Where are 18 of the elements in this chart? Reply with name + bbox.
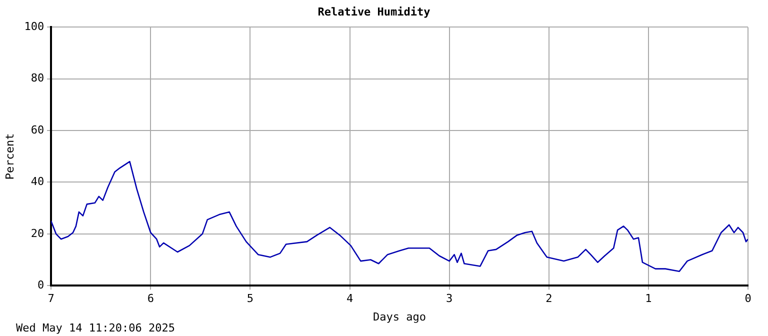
- y-axis-title: Percent: [3, 133, 16, 180]
- x-tick-label: 6: [147, 292, 154, 306]
- y-tick-label: 0: [37, 278, 44, 292]
- chart-title: Relative Humidity: [318, 5, 431, 18]
- x-tick-label: 3: [446, 292, 453, 306]
- y-tick-label: 60: [30, 123, 44, 136]
- x-tick-label: 0: [744, 292, 752, 306]
- x-tick-label: 5: [246, 292, 254, 306]
- text: Wed May 14 11:20:06 2025: [16, 321, 175, 334]
- x-tick-label: 7: [48, 292, 54, 306]
- x-tick-label: 4: [346, 292, 354, 306]
- y-tick-label: 20: [30, 226, 44, 240]
- x-axis-title: Days ago: [373, 310, 426, 324]
- x-tick-label: 2: [546, 292, 552, 306]
- x-tick-label: 1: [645, 292, 652, 306]
- y-tick-label: 40: [30, 175, 44, 188]
- y-tick-label: 80: [30, 72, 44, 85]
- y-tick-label: 100: [24, 20, 44, 34]
